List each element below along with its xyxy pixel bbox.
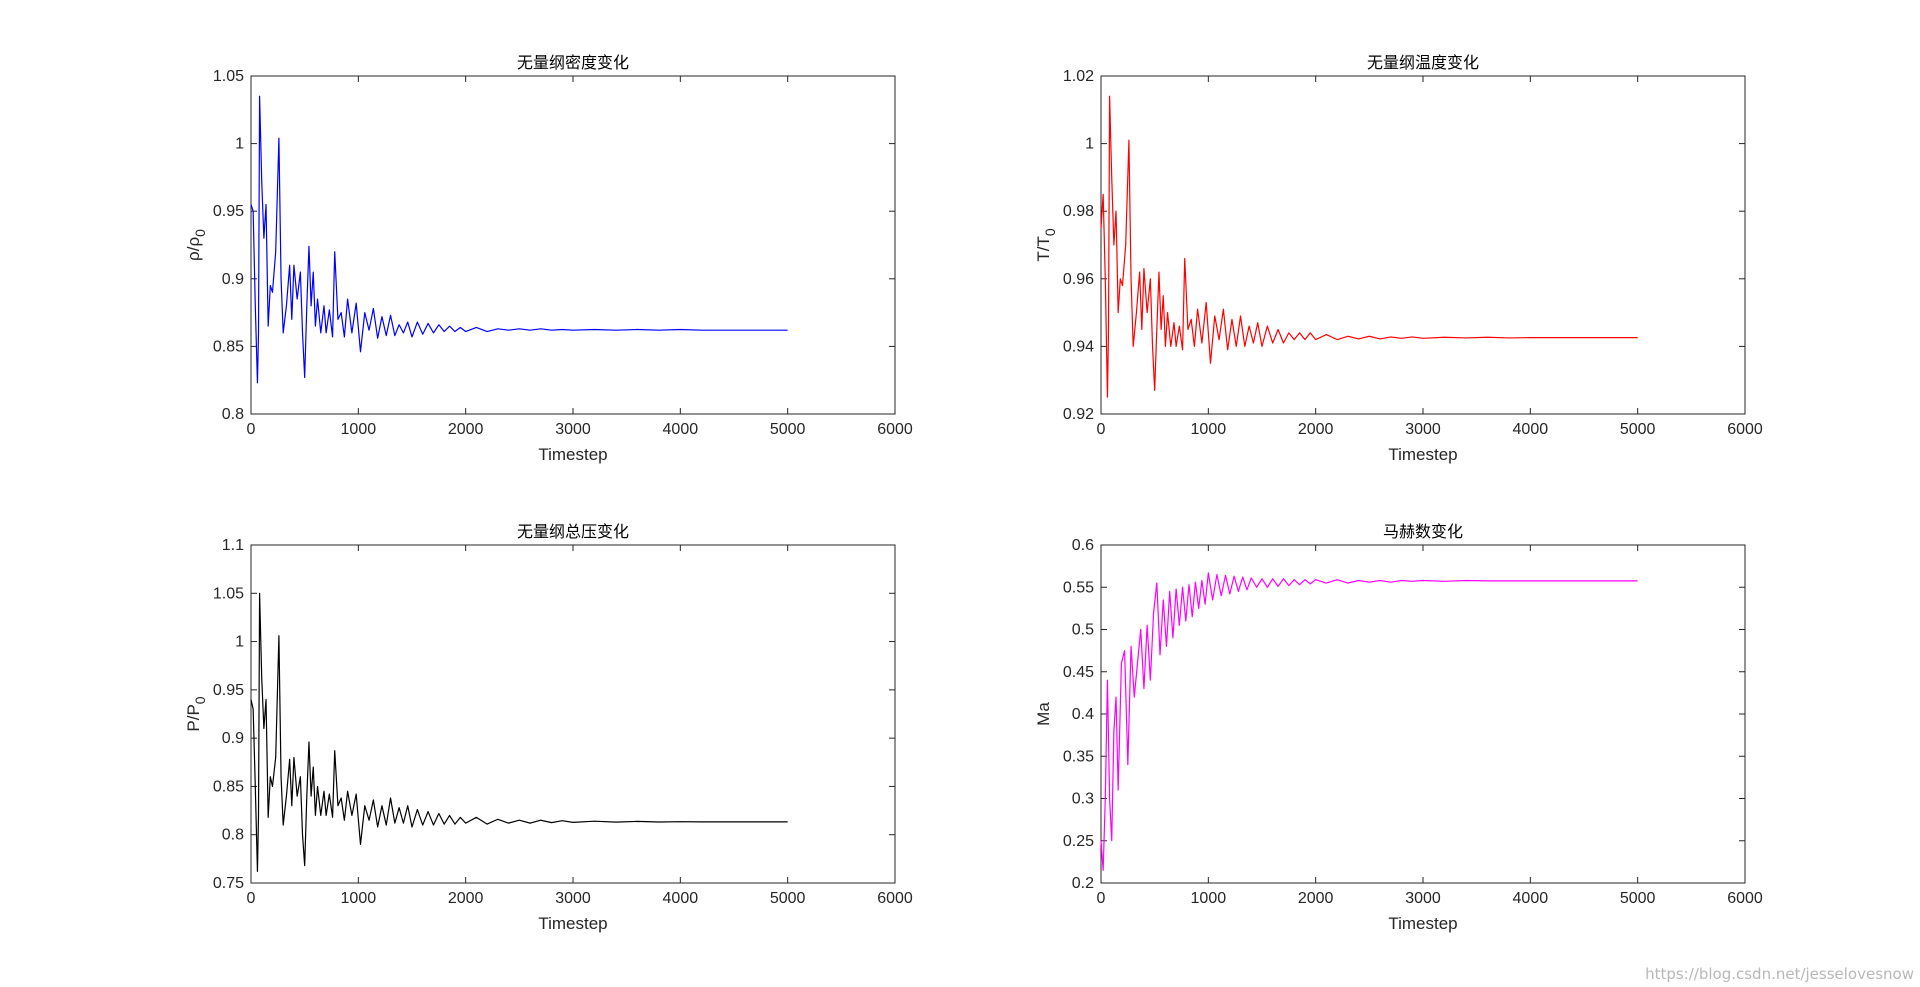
y-tick-label: 1.02: [1063, 68, 1094, 85]
axes-box: [250, 75, 896, 415]
y-tick-label: 0.95: [213, 682, 244, 699]
x-tick-label: 3000: [1405, 421, 1441, 438]
series-line: [250, 592, 788, 873]
x-tick-label: 2000: [1298, 421, 1334, 438]
x-tick-label: 5000: [770, 890, 806, 907]
y-tick-label: 0.75: [213, 875, 244, 892]
y-tick-label: 0.25: [1063, 833, 1094, 850]
y-tick-label: 0.96: [1063, 271, 1094, 288]
y-tick-label: 0.85: [213, 338, 244, 355]
y-tick-label: 0.92: [1063, 406, 1094, 423]
x-axis-label: Timestep: [1388, 914, 1457, 933]
y-tick-label: 1: [1085, 136, 1094, 153]
y-tick-label: 1: [235, 634, 244, 651]
watermark: https://blog.csdn.net/jesselovesnow: [1645, 965, 1914, 983]
y-tick-label: 0.5: [1072, 622, 1094, 639]
x-tick-label: 2000: [1298, 890, 1334, 907]
chart-title: 无量纲密度变化: [517, 53, 629, 72]
x-tick-label: 0: [247, 890, 256, 907]
axes-box: [1100, 75, 1746, 415]
x-tick-label: 3000: [555, 421, 591, 438]
axes-box: [1100, 544, 1746, 884]
x-tick-label: 2000: [448, 421, 484, 438]
chart-title: 无量纲总压变化: [517, 522, 629, 541]
y-tick-label: 0.95: [213, 203, 244, 220]
chart-panel-1: 0 1000 2000 3000 4000 5000 6000 0.8 0.85 0.9 0.95 1…: [184, 53, 913, 464]
y-tick-label: 0.8: [222, 406, 244, 423]
chart-title: 无量纲温度变化: [1367, 53, 1479, 72]
y-tick-label: 0.98: [1063, 203, 1094, 220]
y-tick-label: 0.9: [222, 730, 244, 747]
x-tick-label: 2000: [448, 890, 484, 907]
x-axis-label: Timestep: [538, 914, 607, 933]
x-tick-label: 1000: [341, 421, 377, 438]
axes-box: [250, 544, 896, 884]
chart-title: 马赫数变化: [1383, 522, 1463, 541]
x-tick-label: 3000: [555, 890, 591, 907]
x-tick-label: 6000: [1727, 421, 1763, 438]
x-tick-label: 5000: [1620, 890, 1656, 907]
series-line: [250, 95, 788, 384]
x-tick-label: 1000: [1191, 890, 1227, 907]
x-tick-label: 1000: [341, 890, 377, 907]
y-tick-label: 0.4: [1072, 706, 1094, 723]
x-axis-label: Timestep: [538, 445, 607, 464]
x-tick-label: 0: [1097, 421, 1106, 438]
series-line: [1100, 95, 1638, 398]
y-axis-label: P/P0: [184, 696, 208, 731]
x-tick-label: 4000: [663, 421, 699, 438]
chart-panel-2: 0 1000 2000 3000 4000 5000 6000 0.92 0.94 0.96 0.9…: [1034, 53, 1763, 464]
y-tick-label: 0.3: [1072, 791, 1094, 808]
y-tick-label: 0.94: [1063, 338, 1094, 355]
y-tick-label: 0.2: [1072, 875, 1094, 892]
y-tick-label: 1.05: [213, 585, 244, 602]
y-tick-label: 1.05: [213, 68, 244, 85]
y-tick-label: 0.9: [222, 271, 244, 288]
y-tick-label: 0.8: [222, 827, 244, 844]
y-tick-label: 0.6: [1072, 537, 1094, 554]
chart-panel-4: 0 1000 2000 3000 4000 5000 6000 0.2 0.25 0.3 0.35 0…: [1034, 522, 1763, 933]
y-axis-label: ρ/ρ0: [184, 229, 208, 261]
x-tick-label: 1000: [1191, 421, 1227, 438]
x-tick-label: 4000: [1513, 890, 1549, 907]
x-tick-label: 6000: [877, 421, 913, 438]
x-tick-label: 4000: [1513, 421, 1549, 438]
y-tick-label: 0.45: [1063, 664, 1094, 681]
chart-panel-3: 0 1000 2000 3000 4000 5000 6000 0.75 0.8 0.85 0.9 0…: [184, 522, 913, 933]
x-tick-label: 3000: [1405, 890, 1441, 907]
y-axis-label: T/T0: [1034, 228, 1058, 262]
x-tick-label: 0: [1097, 890, 1106, 907]
x-tick-label: 6000: [1727, 890, 1763, 907]
x-tick-label: 0: [247, 421, 256, 438]
x-tick-label: 4000: [663, 890, 699, 907]
y-tick-label: 0.55: [1063, 579, 1094, 596]
y-axis-label: Ma: [1034, 702, 1053, 726]
x-tick-label: 5000: [770, 421, 806, 438]
y-tick-label: 0.85: [213, 778, 244, 795]
y-tick-label: 1.1: [222, 537, 244, 554]
x-axis-label: Timestep: [1388, 445, 1457, 464]
x-tick-label: 6000: [877, 890, 913, 907]
y-tick-label: 0.35: [1063, 748, 1094, 765]
x-tick-label: 5000: [1620, 421, 1656, 438]
y-tick-label: 1: [235, 136, 244, 153]
series-line: [1100, 572, 1638, 871]
